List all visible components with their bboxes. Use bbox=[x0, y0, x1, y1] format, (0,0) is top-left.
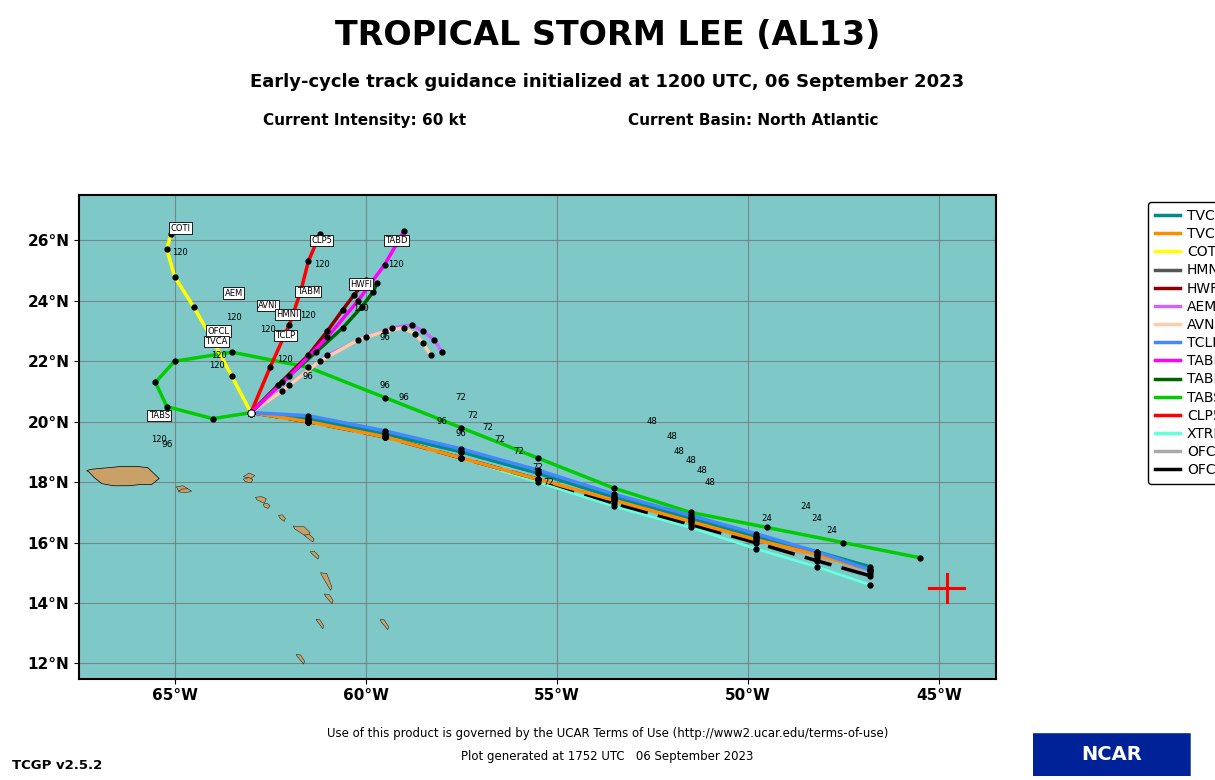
Legend: TVCE, TVCA, COTI, HMNI, HWFI, AEMI, AVNI, TCLP, TABD, TABM, TABS, CLP5, XTRP, OF: TVCE, TVCA, COTI, HMNI, HWFI, AEMI, AVNI… bbox=[1148, 202, 1215, 484]
Text: 96: 96 bbox=[303, 372, 313, 381]
Text: Early-cycle track guidance initialized at 1200 UTC, 06 September 2023: Early-cycle track guidance initialized a… bbox=[250, 73, 965, 91]
Text: 24: 24 bbox=[812, 514, 823, 523]
Text: 120: 120 bbox=[313, 260, 329, 269]
Text: 72: 72 bbox=[495, 435, 504, 445]
Polygon shape bbox=[321, 573, 332, 590]
Text: Plot generated at 1752 UTC   06 September 2023: Plot generated at 1752 UTC 06 September … bbox=[462, 750, 753, 763]
Polygon shape bbox=[293, 526, 310, 537]
Text: 120: 120 bbox=[389, 260, 405, 269]
Text: TROPICAL STORM LEE (AL13): TROPICAL STORM LEE (AL13) bbox=[335, 19, 880, 51]
Polygon shape bbox=[176, 486, 188, 492]
Text: 24: 24 bbox=[799, 502, 810, 511]
Text: 24: 24 bbox=[762, 514, 773, 523]
FancyBboxPatch shape bbox=[1033, 733, 1191, 776]
Text: COTI: COTI bbox=[170, 224, 191, 232]
Text: TABM: TABM bbox=[296, 287, 320, 296]
Text: Current Intensity: 60 kt: Current Intensity: 60 kt bbox=[262, 113, 467, 129]
Polygon shape bbox=[296, 654, 305, 664]
Text: 120: 120 bbox=[260, 325, 276, 334]
Polygon shape bbox=[305, 534, 313, 542]
Text: 96: 96 bbox=[379, 381, 390, 390]
Text: OFCL: OFCL bbox=[208, 327, 230, 335]
Text: TABD: TABD bbox=[385, 236, 407, 245]
Text: 120: 120 bbox=[152, 435, 168, 445]
Text: NCAR: NCAR bbox=[1081, 745, 1142, 764]
Text: 120: 120 bbox=[210, 351, 226, 360]
Text: 96: 96 bbox=[379, 332, 390, 342]
Polygon shape bbox=[243, 477, 253, 483]
Text: 48: 48 bbox=[673, 448, 684, 456]
Text: 96: 96 bbox=[436, 417, 447, 426]
Text: 120: 120 bbox=[354, 303, 369, 313]
Text: CLP5: CLP5 bbox=[311, 236, 332, 245]
Text: AEM: AEM bbox=[225, 289, 243, 298]
Text: 48: 48 bbox=[685, 456, 696, 466]
Text: TCLP: TCLP bbox=[276, 331, 295, 340]
Text: 96: 96 bbox=[162, 440, 173, 448]
Polygon shape bbox=[86, 466, 159, 486]
Polygon shape bbox=[179, 489, 192, 493]
Text: 120: 120 bbox=[173, 248, 188, 257]
Text: 48: 48 bbox=[666, 432, 677, 441]
Text: Current Basin: North Atlantic: Current Basin: North Atlantic bbox=[628, 113, 878, 129]
Text: 72: 72 bbox=[468, 411, 477, 420]
Text: TABS: TABS bbox=[148, 411, 170, 420]
Text: 72: 72 bbox=[513, 448, 524, 456]
Text: 96: 96 bbox=[399, 393, 409, 402]
Text: 120: 120 bbox=[226, 313, 242, 322]
Text: 72: 72 bbox=[544, 477, 554, 487]
Text: Use of this product is governed by the UCAR Terms of Use (http://www2.ucar.edu/t: Use of this product is governed by the U… bbox=[327, 727, 888, 739]
Polygon shape bbox=[278, 515, 286, 522]
Text: 120: 120 bbox=[277, 355, 293, 364]
Text: HMNI: HMNI bbox=[276, 310, 299, 319]
Text: 48: 48 bbox=[696, 466, 707, 474]
Text: 72: 72 bbox=[482, 424, 493, 432]
Text: TVCA: TVCA bbox=[205, 337, 227, 346]
Text: 72: 72 bbox=[532, 463, 543, 472]
Text: 24: 24 bbox=[826, 526, 837, 535]
Text: TCGP v2.5.2: TCGP v2.5.2 bbox=[12, 760, 102, 772]
Polygon shape bbox=[255, 497, 266, 503]
Text: 96: 96 bbox=[456, 429, 467, 438]
Text: HWFI: HWFI bbox=[350, 280, 372, 289]
Polygon shape bbox=[324, 594, 333, 604]
Text: 48: 48 bbox=[705, 477, 714, 487]
Polygon shape bbox=[310, 551, 320, 559]
Text: 120: 120 bbox=[300, 311, 316, 321]
Polygon shape bbox=[380, 619, 389, 629]
Text: 72: 72 bbox=[456, 393, 467, 402]
Polygon shape bbox=[264, 503, 270, 509]
Text: 120: 120 bbox=[209, 361, 225, 370]
Polygon shape bbox=[243, 473, 255, 478]
Text: AVNI: AVNI bbox=[259, 301, 278, 310]
Text: 48: 48 bbox=[646, 417, 657, 426]
Polygon shape bbox=[316, 619, 323, 629]
Text: 120: 120 bbox=[279, 334, 295, 343]
